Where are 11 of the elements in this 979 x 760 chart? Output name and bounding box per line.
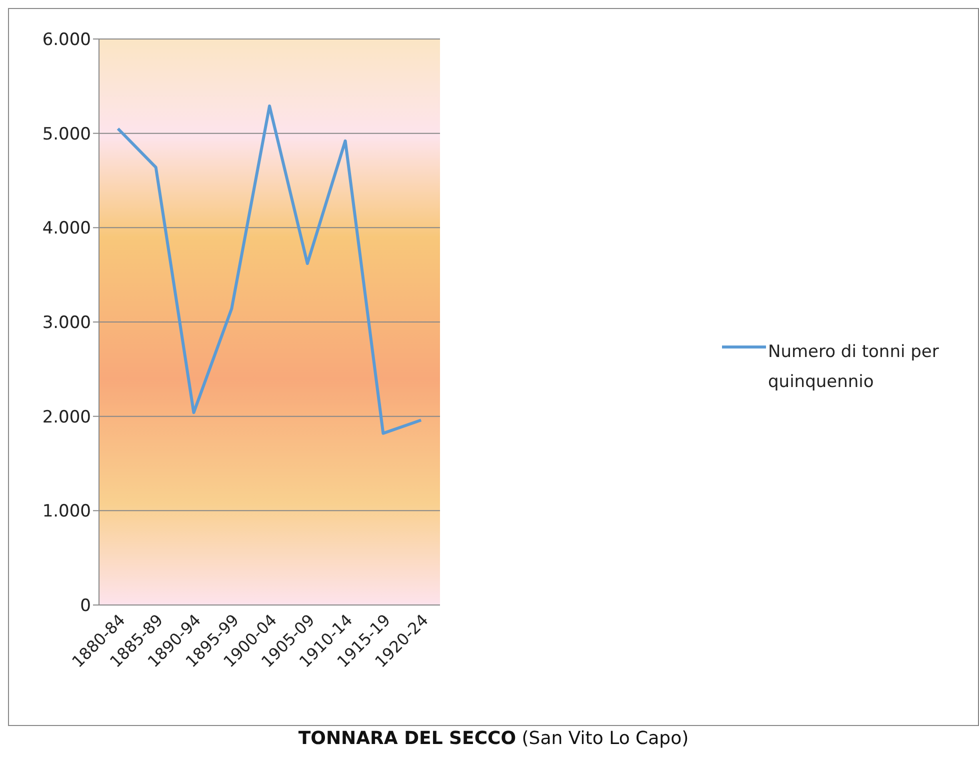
y-tick-label: 3.000: [42, 313, 91, 334]
y-tick-label: 5.000: [42, 124, 91, 144]
y-tick-label: 2.000: [42, 407, 91, 428]
y-tick-label: 4.000: [42, 218, 91, 239]
text: TONNARA DEL SECCO: [298, 728, 516, 749]
y-tick-label: 1.000: [42, 502, 91, 522]
text: (San Vito Lo Capo): [522, 728, 689, 749]
legend-label: Numero di tonni per quinquennio: [768, 341, 940, 394]
y-tick-label: 0: [80, 596, 91, 616]
line-series: [116, 104, 423, 435]
y-tick-label: 6.000: [42, 30, 91, 50]
